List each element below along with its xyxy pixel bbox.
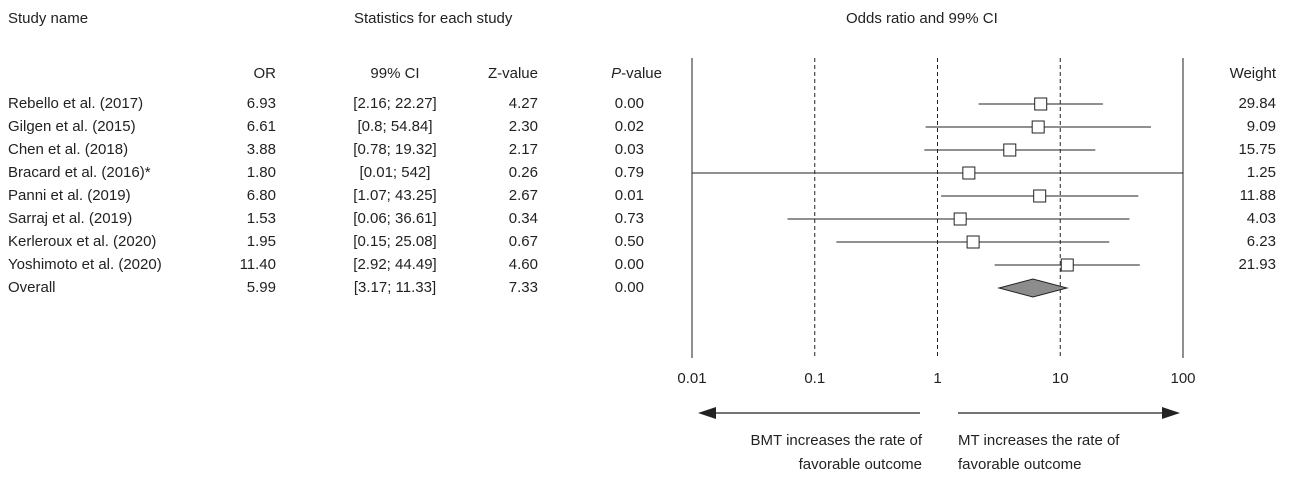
row-z-cell: 2.67 [508,187,538,204]
row-study-cell: Kerleroux et al. (2020) [8,233,157,250]
row-weight-cell: 21.93 [1238,256,1276,273]
row-weight-cell: 9.09 [1246,118,1276,135]
overall-diamond [997,278,1069,298]
row-p-cell: 0.79 [614,164,644,181]
ci-column-header: 99% CI [370,65,420,82]
row-or-cell: 1.53 [246,210,276,227]
row-ci-cell: [2.92; 44.49] [353,256,437,273]
row-or-cell: 6.93 [246,95,276,112]
weight-column-header: Weight [1229,65,1276,82]
row-ci-cell: [1.07; 43.25] [353,187,437,204]
row-ci-cell: [2.16; 22.27] [353,95,437,112]
right-direction-label-2: favorable outcome [958,456,1082,473]
row-z-cell: 4.60 [508,256,538,273]
left-direction-label-2: favorable outcome [798,456,922,473]
statistics-group-header: Statistics for each study [354,10,513,27]
row-ci-cell: [0.06; 36.61] [353,210,437,227]
or-column-header: OR [253,65,277,82]
row-ci-cell: [0.15; 25.08] [353,233,437,250]
row-study-cell: Rebello et al. (2017) [8,95,144,112]
row-weight-cell: 29.84 [1238,95,1276,112]
row-or-cell: 3.88 [246,141,276,158]
plot-group-header: Odds ratio and 99% CI [846,10,998,27]
row-p-cell: 0.00 [614,256,644,273]
row-p-cell: 0.50 [614,233,644,250]
overall-study-cell: Overall [8,279,56,296]
row-study-cell: Sarraj et al. (2019) [8,210,133,227]
row-study-cell: Gilgen et al. (2015) [8,118,136,135]
row-z-cell: 0.34 [508,210,538,227]
or-square [966,235,980,249]
study-name-header: Study name [8,10,89,27]
or-square [1031,120,1045,134]
row-ci-cell: [0.01; 542] [359,164,431,181]
row-study-cell: Chen et al. (2018) [8,141,129,158]
or-square [1033,189,1047,203]
row-p-cell: 0.02 [614,118,644,135]
overall-z-cell: 7.33 [508,279,538,296]
x-tick-label: 1 [933,370,941,387]
overall-or-cell: 5.99 [246,279,276,296]
row-p-cell: 0.00 [614,95,644,112]
row-z-cell: 4.27 [508,95,538,112]
row-or-cell: 11.40 [239,256,276,273]
row-z-cell: 2.17 [508,141,538,158]
row-weight-cell: 4.03 [1246,210,1276,227]
right-direction-label-1: MT increases the rate of [958,432,1120,449]
row-study-cell: Panni et al. (2019) [8,187,131,204]
left-direction-label-1: BMT increases the rate of [750,432,922,449]
row-or-cell: 6.61 [246,118,276,135]
row-z-cell: 0.67 [508,233,538,250]
row-ci-cell: [0.78; 19.32] [353,141,437,158]
row-or-cell: 6.80 [246,187,276,204]
row-weight-cell: 11.88 [1239,187,1276,204]
row-study-cell: Yoshimoto et al. (2020) [8,256,162,273]
p-suffix: -value [621,65,662,82]
or-square [1003,143,1017,157]
x-tick-label: 0.01 [677,370,706,387]
x-tick-label: 0.1 [804,370,825,387]
left-arrow-head [698,407,716,419]
p-column-header: P-value [580,65,662,83]
row-p-cell: 0.01 [614,187,644,204]
or-square [953,212,967,226]
p-italic: P [611,65,622,82]
row-weight-cell: 15.75 [1238,141,1276,158]
x-tick-label: 10 [1052,370,1069,387]
row-or-cell: 1.80 [246,164,276,181]
row-p-cell: 0.03 [614,141,644,158]
row-p-cell: 0.73 [614,210,644,227]
or-square [1034,97,1048,111]
row-weight-cell: 6.23 [1246,233,1276,250]
row-z-cell: 0.26 [508,164,538,181]
row-or-cell: 1.95 [246,233,276,250]
x-tick-label: 100 [1170,370,1195,387]
row-weight-cell: 1.25 [1246,164,1276,181]
or-square [962,166,976,180]
z-column-header: Z-value [487,65,538,82]
overall-p-cell: 0.00 [614,279,644,296]
row-ci-cell: [0.8; 54.84] [357,118,433,135]
overall-ci-cell: [3.17; 11.33] [353,279,437,296]
right-arrow-head [1162,407,1180,419]
row-z-cell: 2.30 [508,118,538,135]
row-study-cell: Bracard et al. (2016)* [8,164,151,181]
or-square [1060,258,1074,272]
